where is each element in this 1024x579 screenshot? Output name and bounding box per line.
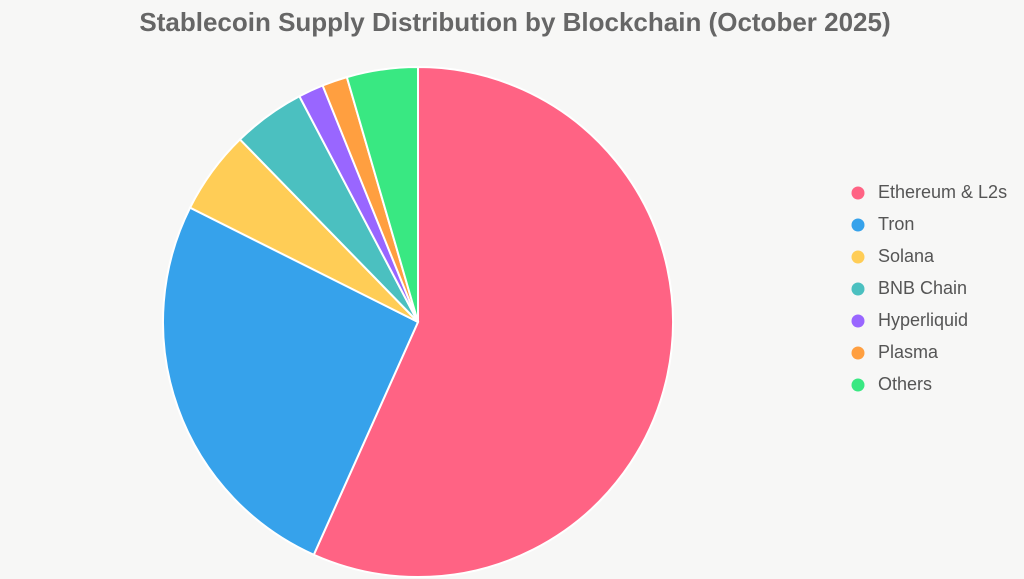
pie <box>162 65 674 578</box>
pie-slice <box>345 65 419 323</box>
legend-marker[interactable] <box>851 186 865 200</box>
legend-marker[interactable] <box>851 282 865 296</box>
legend-label[interactable]: BNB Chain <box>878 278 967 298</box>
legend-label[interactable]: Plasma <box>878 342 939 362</box>
legend: Ethereum & L2s Tron Solana BNB Chain Hyperli… <box>851 182 1007 394</box>
legend-label[interactable]: Others <box>878 374 932 394</box>
pie-slice <box>162 206 420 557</box>
pie-slice <box>312 65 674 578</box>
legend-marker[interactable] <box>851 378 865 392</box>
legend-label[interactable]: Ethereum & L2s <box>878 182 1007 202</box>
chart-title: Stablecoin Supply Distribution by Blockc… <box>139 7 890 37</box>
legend-label[interactable]: Hyperliquid <box>878 310 968 330</box>
legend-label[interactable]: Solana <box>878 246 935 266</box>
legend-marker[interactable] <box>851 218 865 232</box>
legend-marker[interactable] <box>851 346 865 360</box>
legend-marker[interactable] <box>851 314 865 328</box>
legend-marker[interactable] <box>851 250 865 264</box>
legend-label[interactable]: Tron <box>878 214 914 234</box>
